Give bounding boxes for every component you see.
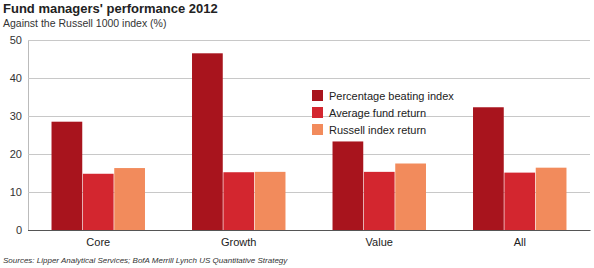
- grid-line: [28, 154, 590, 155]
- x-tick-label: Core: [86, 236, 110, 248]
- chart: Fund managers' performance 2012Against t…: [0, 0, 594, 268]
- bar: [223, 172, 254, 230]
- y-tick: 50: [10, 34, 590, 46]
- grid-line: [28, 40, 590, 41]
- y-tick-label: 10: [10, 186, 22, 198]
- bar: [473, 107, 504, 230]
- grid-line: [28, 78, 590, 79]
- y-tick-label: 30: [10, 110, 22, 122]
- bar: [504, 173, 535, 230]
- y-tick-label: 40: [10, 72, 22, 84]
- legend-swatch: [312, 124, 323, 135]
- title: Fund managers' performance 2012: [3, 1, 218, 16]
- bar: [333, 141, 364, 230]
- x-axis-line: [29, 230, 591, 231]
- legend-label: Russell index return: [329, 124, 426, 136]
- x-tick-label: Growth: [221, 236, 256, 248]
- legend-item: Percentage beating index: [312, 90, 454, 102]
- bars: [52, 53, 567, 230]
- legend: Percentage beating index Average fund ret…: [312, 90, 454, 136]
- legend-item: Russell index return: [312, 124, 426, 136]
- bar: [192, 53, 223, 230]
- subtitle: Against the Russell 1000 index (%): [3, 17, 166, 29]
- bar: [255, 172, 286, 230]
- x-tick: Core: [86, 230, 110, 248]
- x-tick-label: All: [514, 236, 526, 248]
- legend-swatch: [312, 90, 323, 101]
- y-tick-label: 50: [10, 34, 22, 46]
- x-axis: Core Growth Value All: [29, 230, 591, 248]
- legend-item: Average fund return: [312, 107, 426, 119]
- bar: [83, 174, 114, 230]
- source: Sources: Lipper Analytical Services; Bof…: [3, 256, 288, 265]
- bar: [114, 168, 145, 230]
- x-tick: All: [514, 230, 526, 248]
- y-axis-line: [28, 41, 29, 231]
- y-axis: 0 10 20 30 40 50: [10, 34, 590, 236]
- bar: [364, 172, 395, 230]
- x-tick: Growth: [221, 230, 256, 248]
- y-tick-label: 0: [16, 224, 22, 236]
- bar: [536, 168, 567, 230]
- y-tick-label: 20: [10, 148, 22, 160]
- x-tick-label: Value: [366, 236, 393, 248]
- x-tick: Value: [366, 230, 393, 248]
- bar: [395, 164, 426, 231]
- legend-label: Percentage beating index: [329, 90, 454, 102]
- grid-line: [28, 116, 590, 117]
- grid-line: [28, 230, 590, 231]
- legend-swatch: [312, 107, 323, 118]
- bar: [52, 122, 83, 230]
- y-tick: 40: [10, 72, 590, 84]
- legend-label: Average fund return: [329, 107, 426, 119]
